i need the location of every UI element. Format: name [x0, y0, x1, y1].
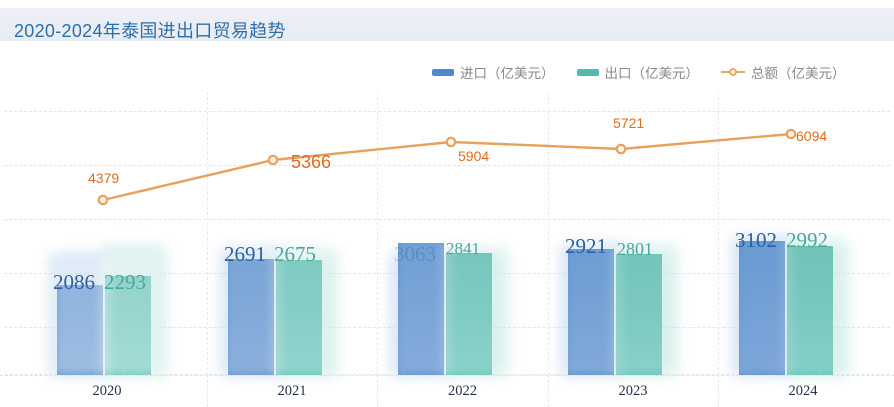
bar-import-2022[interactable]: [398, 243, 444, 375]
legend-label-import: 进口（亿美元）: [460, 66, 555, 81]
axis-tickline: [548, 375, 549, 407]
bar-import-2021[interactable]: [228, 259, 274, 375]
title-bar: 2020-2024年泰国进出口贸易趋势: [0, 8, 894, 41]
axis-tickline: [377, 375, 378, 407]
total-value-2024: 6094: [796, 128, 828, 144]
gridline: [4, 219, 890, 220]
total-value-2022: 5904: [458, 148, 490, 164]
bar-import-2020[interactable]: [57, 285, 103, 375]
gridline: [4, 111, 890, 112]
axis-label-2024: 2024: [788, 383, 818, 399]
bar-import-2024[interactable]: [739, 241, 785, 375]
bar-value-import-2024: 3102: [735, 228, 777, 252]
total-point-2023[interactable]: [615, 143, 627, 155]
category-separator: [718, 92, 719, 375]
plot-area: 2086 2293 2691 2675 3063 2841 2921 2801 …: [0, 92, 894, 375]
total-value-2023: 5721: [613, 115, 645, 131]
total-point-2022[interactable]: [445, 136, 457, 148]
legend-label-total: 总额（亿美元）: [751, 66, 846, 81]
axis-line: [0, 375, 894, 376]
axis-tickline: [207, 375, 208, 407]
bar-export-2020[interactable]: [105, 276, 151, 375]
bar-value-import-2021: 2691: [224, 242, 266, 266]
legend-item-import[interactable]: 进口（亿美元）: [432, 62, 555, 82]
axis-label-2020: 2020: [92, 383, 122, 399]
total-line-series: [97, 128, 797, 206]
total-value-2021: 5366: [291, 152, 332, 172]
bar-value-export-2021: 2675: [274, 242, 316, 266]
category-separator: [548, 92, 549, 375]
category-separator: [207, 92, 208, 375]
x-axis: 2020 2021 2022 2023 2024: [0, 375, 894, 407]
legend-line-total-icon: [721, 68, 745, 76]
category-separator: [377, 92, 378, 375]
axis-label-2021: 2021: [277, 383, 307, 399]
bar-value-import-2022: 3063: [394, 242, 436, 266]
total-point-2021[interactable]: [267, 154, 279, 166]
axis-label-2022: 2022: [448, 383, 477, 399]
gridline: [4, 165, 890, 166]
bar-export-2022[interactable]: [446, 253, 492, 375]
legend-swatch-export: [576, 68, 599, 76]
total-point-2020[interactable]: [97, 194, 109, 206]
axis-label-2023: 2023: [618, 383, 648, 399]
bar-export-2023[interactable]: [616, 254, 662, 375]
page-title: 2020-2024年泰国进出口贸易趋势: [14, 21, 286, 41]
bar-value-export-2022: 2841: [446, 239, 480, 258]
bar-value-import-2020: 2086: [53, 270, 95, 294]
bar-export-2021[interactable]: [276, 260, 322, 375]
legend-label-export: 出口（亿美元）: [604, 66, 700, 81]
bar-export-2024[interactable]: [787, 246, 833, 375]
bar-value-export-2020: 2293: [104, 270, 146, 294]
total-point-2024[interactable]: [785, 128, 797, 140]
legend-swatch-import: [432, 68, 454, 76]
bar-import-2023[interactable]: [568, 249, 614, 375]
total-value-2020: 4379: [88, 170, 120, 186]
axis-tickline: [718, 375, 719, 407]
bar-value-export-2023: 2801: [617, 239, 653, 259]
legend-item-total[interactable]: 总额（亿美元）: [721, 62, 846, 82]
legend-item-export[interactable]: 出口（亿美元）: [576, 62, 700, 82]
bar-value-import-2023: 2921: [565, 234, 607, 258]
chart-legend: 进口（亿美元） 出口（亿美元） 总额（亿美元）: [432, 62, 846, 82]
bar-value-export-2024: 2992: [786, 228, 828, 252]
